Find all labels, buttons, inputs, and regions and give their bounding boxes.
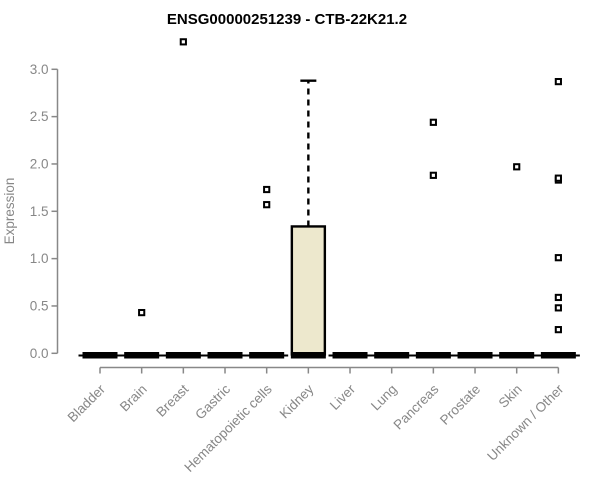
category-label-breast: Breast	[153, 381, 191, 419]
box-skin	[495, 163, 539, 359]
outlier-point	[554, 254, 562, 262]
box-pancreas	[411, 118, 455, 359]
y-tick-label: 0.0	[30, 346, 49, 361]
category-label-liver: Liver	[327, 381, 359, 413]
category-label-brain: Brain	[117, 382, 150, 415]
outlier-point	[554, 174, 562, 182]
category-label-unknown-other: Unknown / Other	[484, 381, 567, 464]
y-tick-label: 0.5	[30, 298, 49, 313]
category-label-skin: Skin	[496, 382, 525, 411]
outlier-point	[554, 326, 562, 334]
outlier-point	[263, 185, 271, 194]
category-label-kidney: Kidney	[277, 381, 317, 421]
y-axis: 0.0 0.5 1.0 1.5 2.0 2.5 3.0	[30, 62, 59, 361]
y-tick-label: 2.5	[30, 109, 49, 124]
y-tick-label: 1.0	[30, 251, 49, 266]
outlier-point	[263, 201, 271, 209]
outlier-point	[513, 163, 521, 171]
outlier-point	[138, 308, 146, 317]
plot-area: 0.0 0.5 1.0 1.5 2.0 2.5 3.0 Bladder Brain Breast G…	[30, 38, 580, 475]
outlier-point	[429, 171, 437, 179]
outlier-point	[554, 304, 562, 312]
y-axis-title: Expression	[2, 178, 17, 245]
y-tick-label: 2.0	[30, 156, 49, 171]
outlier-point	[554, 77, 562, 86]
category-label-lung: Lung	[368, 382, 400, 414]
y-tick-label: 1.5	[30, 204, 49, 219]
box-unknown-other	[536, 77, 580, 359]
box-hematopoietic-cells	[245, 185, 289, 359]
outlier-point	[554, 293, 562, 302]
outlier-point	[429, 118, 437, 126]
category-label-bladder: Bladder	[65, 381, 109, 425]
box-brain	[120, 308, 164, 359]
category-label-prostate: Prostate	[437, 382, 483, 428]
box-breast	[161, 38, 205, 359]
box-body	[290, 225, 327, 356]
outlier-point	[179, 38, 187, 46]
chart-title: ENSG00000251239 - CTB-22K21.2	[167, 11, 407, 28]
category-label-pancreas: Pancreas	[391, 381, 442, 432]
y-tick-label: 3.0	[30, 62, 49, 77]
category-label-gastric: Gastric	[192, 381, 233, 422]
box-kidney	[290, 79, 327, 359]
